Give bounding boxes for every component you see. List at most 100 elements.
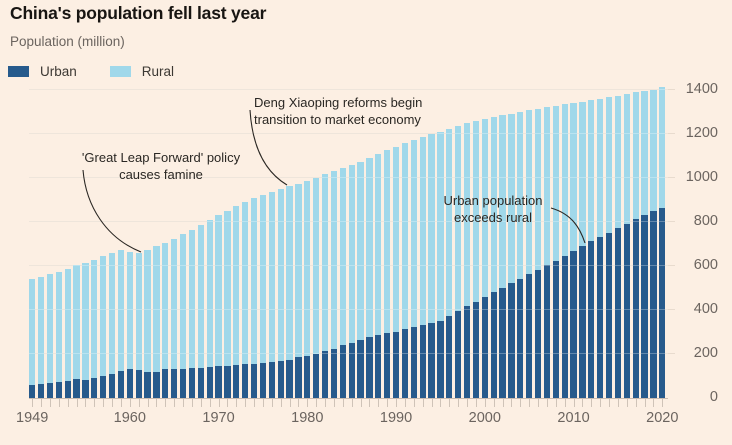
bar-urban-2020 (659, 208, 666, 398)
bar-rural-1962 (144, 249, 151, 373)
bar-urban-1966 (179, 368, 187, 398)
bar-urban-2002 (499, 287, 506, 398)
bar-rural-1953 (64, 268, 71, 381)
x-tick-1963 (156, 399, 158, 407)
x-tick-1965 (174, 399, 176, 407)
x-tick-1958 (112, 399, 114, 407)
x-tick-1955 (85, 399, 87, 407)
bar-urban-1983 (330, 348, 338, 398)
x-tick-1969 (209, 399, 211, 407)
bar-rural-1972 (233, 206, 240, 366)
x-tick-1977 (280, 399, 282, 407)
bar-rural-1968 (197, 225, 204, 368)
bar-rural-1949 (29, 278, 36, 386)
bar-rural-1955 (82, 262, 89, 380)
x-tick-2010 (573, 399, 575, 407)
bar-urban-1996 (446, 315, 453, 398)
gridline-overlay-800 (29, 221, 668, 222)
bar-rural-2006 (534, 108, 542, 270)
bar-urban-1956 (91, 377, 98, 398)
x-tick-1971 (227, 399, 229, 407)
x-tick-1972 (236, 399, 238, 407)
bar-urban-1973 (242, 364, 249, 398)
bar-rural-2015 (614, 95, 622, 229)
x-tick-2019 (653, 399, 655, 407)
bar-rural-1973 (242, 201, 249, 365)
bar-rural-1987 (366, 157, 373, 338)
bar-urban-2000 (481, 297, 488, 398)
bar-urban-2009 (561, 256, 568, 398)
bar-urban-1992 (410, 327, 417, 398)
bar-rural-1993 (419, 137, 426, 325)
annotation-urban-exceeds: Urban population exceeds rural (393, 193, 593, 226)
bar-rural-2019 (650, 90, 657, 212)
x-tick-2018 (644, 399, 646, 407)
bar-urban-1974 (250, 363, 258, 398)
y-axis-label-800: 800 (693, 213, 718, 229)
bar-rural-1985 (348, 165, 355, 343)
bar-rural-1952 (55, 271, 62, 383)
bar-rural-1981 (313, 177, 320, 354)
x-tick-2006 (538, 399, 540, 407)
bar-urban-1951 (46, 383, 54, 398)
bar-urban-1995 (437, 320, 444, 398)
annotation-great-leap: 'Great Leap Forward' policy causes famin… (61, 150, 261, 183)
y-axis-label-0: 0 (709, 389, 718, 405)
x-tick-1998 (467, 399, 469, 407)
bar-urban-1981 (313, 353, 320, 398)
bar-urban-2017 (632, 219, 639, 398)
gridline-overlay-1400 (29, 89, 668, 90)
bar-rural-2004 (517, 112, 524, 279)
bar-rural-1966 (179, 234, 187, 369)
bar-rural-2018 (641, 91, 648, 216)
bar-rural-1967 (188, 229, 196, 369)
bar-urban-1988 (375, 334, 382, 398)
annotation-urban-exceeds-line2: exceeds rural (453, 209, 533, 225)
y-axis-label-200: 200 (693, 345, 718, 361)
bar-urban-1967 (188, 368, 196, 398)
bar-urban-2019 (650, 211, 657, 398)
bar-urban-2004 (517, 278, 524, 398)
x-tick-2016 (626, 399, 628, 407)
bar-urban-1987 (366, 337, 373, 398)
x-tick-1993 (422, 399, 424, 407)
x-tick-1960 (129, 399, 131, 407)
x-tick-1991 (404, 399, 406, 407)
x-tick-1956 (94, 399, 96, 407)
bar-urban-1976 (268, 362, 275, 398)
x-tick-1961 (138, 399, 140, 407)
bar-urban-2011 (579, 245, 586, 398)
bar-rural-1994 (428, 134, 435, 323)
x-tick-1983 (333, 399, 335, 407)
bar-urban-2008 (552, 260, 559, 398)
x-tick-1950 (41, 399, 43, 407)
chart-legend: Urban Rural (8, 64, 207, 79)
x-axis-label-1960: 1960 (113, 410, 146, 426)
x-tick-1980 (307, 399, 309, 407)
bar-urban-2013 (597, 237, 604, 398)
x-tick-2015 (617, 399, 619, 407)
bar-urban-1986 (357, 339, 364, 398)
bar-rural-1970 (215, 215, 222, 367)
bar-rural-2012 (588, 100, 595, 242)
bar-urban-1980 (304, 355, 311, 398)
x-tick-1992 (413, 399, 415, 407)
x-tick-1995 (440, 399, 442, 407)
x-tick-1990 (396, 399, 398, 407)
bar-urban-1984 (339, 345, 346, 398)
bar-rural-1963 (153, 245, 160, 373)
y-axis-title: Population (million) (10, 34, 125, 49)
bar-rural-1958 (108, 252, 116, 375)
page-title: China's population fell last year (10, 3, 267, 23)
bar-rural-2002 (499, 115, 506, 288)
annotation-great-leap-line2: causes famine (119, 166, 203, 182)
bar-rural-1971 (224, 210, 231, 366)
x-tick-2012 (591, 399, 593, 407)
x-axis-label-2020: 2020 (646, 410, 679, 426)
bar-urban-1970 (215, 366, 222, 398)
bar-rural-1998 (463, 123, 471, 307)
x-axis-label-1990: 1990 (379, 410, 413, 426)
bar-urban-2015 (614, 228, 622, 398)
x-tick-1999 (475, 399, 477, 407)
bar-rural-1997 (455, 126, 462, 312)
